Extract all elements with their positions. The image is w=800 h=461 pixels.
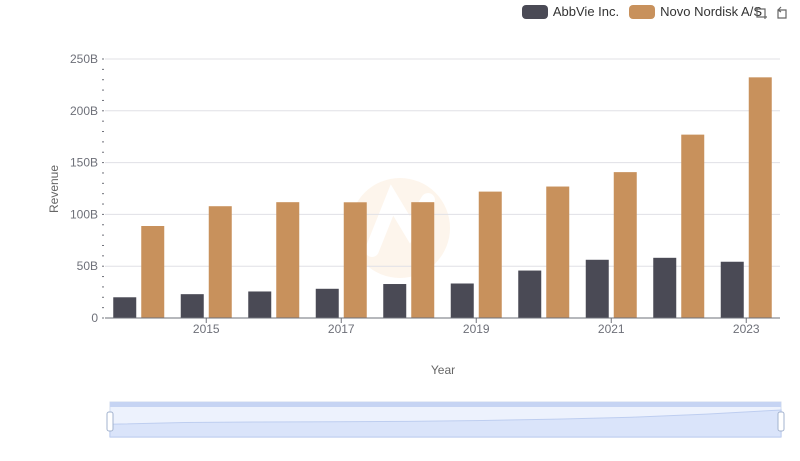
bar-abbvie[interactable] bbox=[518, 270, 542, 318]
bar-abbvie[interactable] bbox=[315, 288, 339, 318]
x-tick-label: 2019 bbox=[463, 322, 490, 336]
y-tick-label: 150B bbox=[70, 156, 98, 170]
data-zoom-preview bbox=[109, 409, 782, 438]
bar-novo-nordisk[interactable] bbox=[343, 202, 367, 318]
data-zoom-top-bar[interactable] bbox=[110, 402, 781, 407]
y-tick-label: 250B bbox=[70, 52, 98, 66]
y-minor-ticks bbox=[102, 58, 104, 319]
bars-group bbox=[113, 77, 772, 319]
bar-novo-nordisk[interactable] bbox=[478, 191, 502, 318]
bar-novo-nordisk[interactable] bbox=[208, 206, 232, 318]
bar-novo-nordisk[interactable] bbox=[748, 77, 772, 319]
x-tick-label: 2021 bbox=[598, 322, 625, 336]
bar-abbvie[interactable] bbox=[248, 291, 272, 318]
bar-novo-nordisk[interactable] bbox=[411, 202, 435, 318]
y-tick-label: 50B bbox=[77, 259, 98, 273]
bar-novo-nordisk[interactable] bbox=[613, 172, 637, 318]
legend-label-novo-nordisk: Novo Nordisk A/S bbox=[660, 4, 762, 19]
legend-swatch-abbvie bbox=[521, 4, 548, 19]
legend: AbbVie Inc. Novo Nordisk A/S bbox=[521, 4, 762, 19]
data-zoom-handle-left[interactable] bbox=[106, 411, 114, 432]
bar-abbvie[interactable] bbox=[180, 294, 204, 318]
x-tick-label: 2023 bbox=[733, 322, 760, 336]
y-axis-ticks: 0 50B 100B 150B 200B 250B bbox=[70, 52, 98, 325]
bar-abbvie[interactable] bbox=[585, 259, 609, 318]
bar-novo-nordisk[interactable] bbox=[276, 202, 300, 318]
toolbox bbox=[754, 6, 790, 20]
bar-abbvie[interactable] bbox=[653, 257, 677, 318]
restore-icon[interactable] bbox=[776, 6, 790, 20]
bar-novo-nordisk[interactable] bbox=[681, 134, 705, 318]
y-tick-label: 0 bbox=[91, 311, 98, 325]
legend-swatch-novo-nordisk bbox=[629, 4, 656, 19]
x-axis-ticks: 2015 2017 2019 2021 2023 bbox=[193, 318, 760, 336]
legend-item-abbvie[interactable]: AbbVie Inc. bbox=[521, 4, 620, 19]
bar-abbvie[interactable] bbox=[450, 283, 474, 318]
data-zoom-slider[interactable] bbox=[106, 401, 785, 438]
data-zoom-selection[interactable] bbox=[110, 402, 781, 437]
bar-novo-nordisk[interactable] bbox=[546, 186, 570, 318]
y-tick-label: 200B bbox=[70, 104, 98, 118]
x-axis-label: Year bbox=[431, 363, 455, 377]
data-zoom-handle-right[interactable] bbox=[777, 411, 785, 432]
legend-label-abbvie: AbbVie Inc. bbox=[552, 4, 620, 19]
x-tick-label: 2017 bbox=[328, 322, 355, 336]
zoom-icon[interactable] bbox=[754, 6, 768, 20]
y-axis-label: Revenue bbox=[47, 165, 61, 213]
bar-abbvie[interactable] bbox=[720, 261, 744, 318]
y-tick-label: 100B bbox=[70, 207, 98, 221]
x-tick-label: 2015 bbox=[193, 322, 220, 336]
bar-abbvie[interactable] bbox=[383, 284, 407, 318]
bar-abbvie[interactable] bbox=[113, 297, 137, 318]
legend-item-novo-nordisk[interactable]: Novo Nordisk A/S bbox=[629, 4, 762, 19]
bar-novo-nordisk[interactable] bbox=[141, 226, 165, 318]
